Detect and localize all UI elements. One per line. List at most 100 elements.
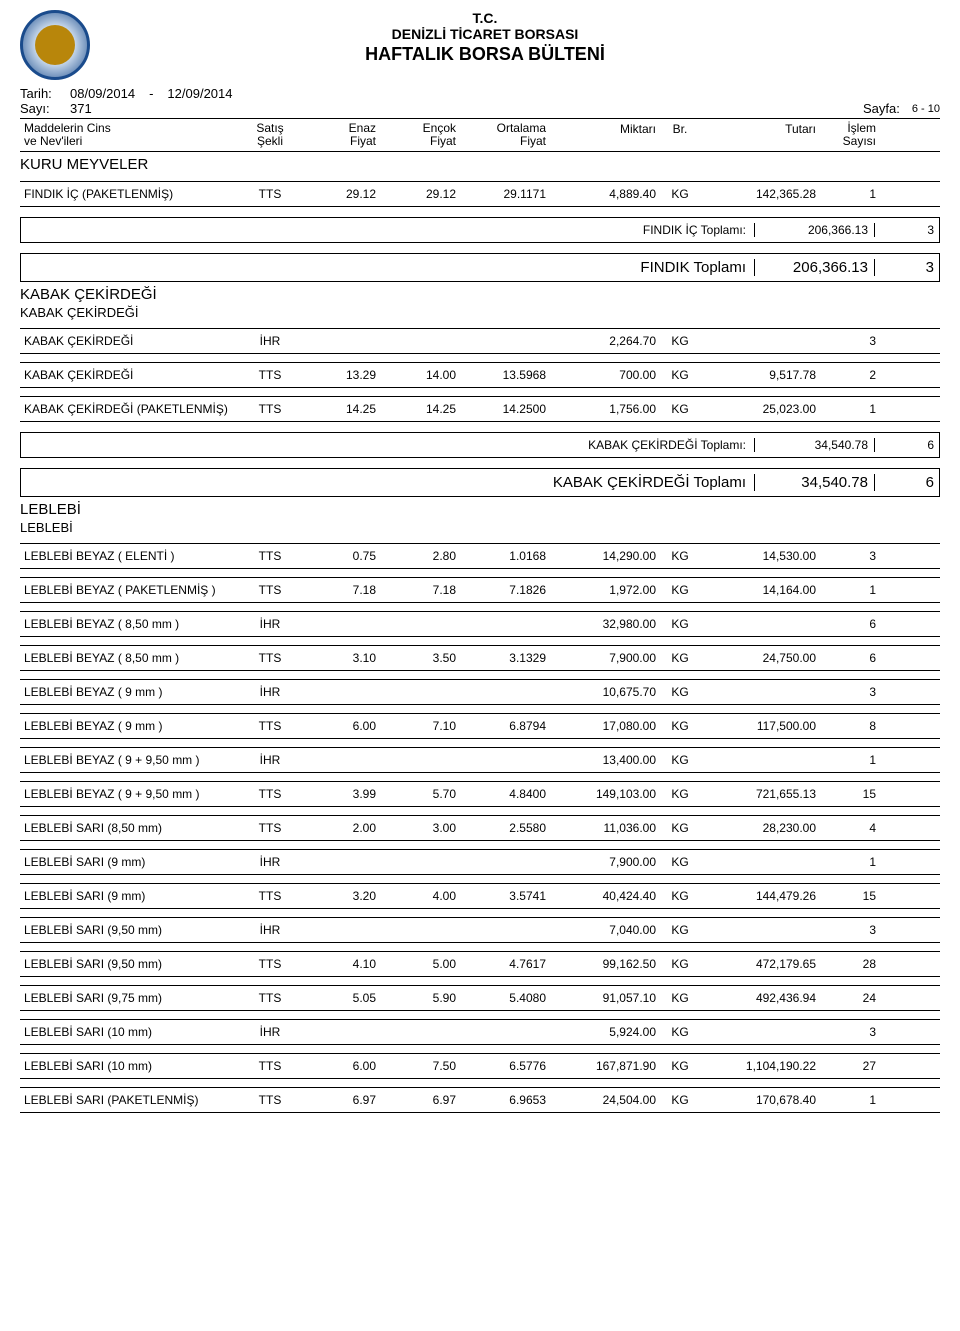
- cell-ort: 6.8794: [460, 719, 550, 733]
- cell-br: KG: [660, 719, 700, 733]
- cell-tutar: 142,365.28: [700, 187, 820, 201]
- cell-sekli: İHR: [240, 334, 300, 348]
- section-heading-1: LEBLEBİ: [20, 501, 940, 518]
- table-row: LEBLEBİ BEYAZ ( 9 + 9,50 mm )İHR13,400.0…: [20, 747, 940, 773]
- cell-encok: [380, 334, 460, 348]
- table-row: LEBLEBİ BEYAZ ( 9 + 9,50 mm )TTS3.995.70…: [20, 781, 940, 807]
- cell-br: KG: [660, 368, 700, 382]
- cell-encok: 2.80: [380, 549, 460, 563]
- cell-enaz: 29.12: [300, 187, 380, 201]
- cell-enaz: 7.18: [300, 583, 380, 597]
- cell-miktar: 167,871.90: [550, 1059, 660, 1073]
- cell-enaz: [300, 923, 380, 937]
- table-row: KABAK ÇEKİRDEĞİTTS13.2914.0013.5968700.0…: [20, 362, 940, 388]
- cell-name: LEBLEBİ BEYAZ ( 8,50 mm ): [20, 617, 240, 631]
- cell-miktar: 7,040.00: [550, 923, 660, 937]
- cell-enaz: [300, 855, 380, 869]
- cell-islem: 3: [820, 334, 880, 348]
- cell-sekli: TTS: [240, 991, 300, 1005]
- subtotal-count: 6: [874, 438, 934, 452]
- cell-sekli: TTS: [240, 651, 300, 665]
- subtotal-value: 206,366.13: [754, 223, 874, 237]
- cell-encok: [380, 753, 460, 767]
- cell-tutar: 28,230.00: [700, 821, 820, 835]
- table-row: LEBLEBİ SARI (PAKETLENMİŞ)TTS6.976.976.9…: [20, 1087, 940, 1113]
- section-heading-2: KABAK ÇEKİRDEĞİ: [20, 305, 940, 320]
- cell-name: LEBLEBİ SARI (9 mm): [20, 855, 240, 869]
- cell-ort: [460, 923, 550, 937]
- cell-islem: 1: [820, 402, 880, 416]
- col-islem-2: Sayısı: [824, 135, 876, 148]
- cell-br: KG: [660, 402, 700, 416]
- cell-tutar: 14,164.00: [700, 583, 820, 597]
- cell-tutar: 14,530.00: [700, 549, 820, 563]
- cell-tutar: [700, 617, 820, 631]
- table-row: LEBLEBİ BEYAZ ( 9 mm )İHR10,675.70KG3: [20, 679, 940, 705]
- cell-name: FINDIK İÇ (PAKETLENMİŞ): [20, 187, 240, 201]
- cell-ort: 6.5776: [460, 1059, 550, 1073]
- cell-encok: 3.00: [380, 821, 460, 835]
- total-row: KABAK ÇEKİRDEĞİ Toplamı34,540.786: [20, 468, 940, 497]
- cell-name: LEBLEBİ BEYAZ ( 9 + 9,50 mm ): [20, 753, 240, 767]
- cell-name: KABAK ÇEKİRDEĞİ: [20, 368, 240, 382]
- subtotal-label: FINDIK İÇ Toplamı:: [26, 223, 754, 237]
- cell-encok: 6.97: [380, 1093, 460, 1107]
- cell-islem: 3: [820, 923, 880, 937]
- cell-sekli: İHR: [240, 1025, 300, 1039]
- cell-name: LEBLEBİ SARI (8,50 mm): [20, 821, 240, 835]
- cell-tutar: 492,436.94: [700, 991, 820, 1005]
- total-count: 3: [874, 259, 934, 276]
- cell-enaz: 3.20: [300, 889, 380, 903]
- tarih-sep: -: [149, 86, 153, 101]
- cell-miktar: 7,900.00: [550, 855, 660, 869]
- cell-name: LEBLEBİ BEYAZ ( 8,50 mm ): [20, 651, 240, 665]
- tarih2-value: 12/09/2014: [167, 86, 232, 101]
- table-row: LEBLEBİ SARI (10 mm)TTS6.007.506.5776167…: [20, 1053, 940, 1079]
- table-row: FINDIK İÇ (PAKETLENMİŞ)TTS29.1229.1229.1…: [20, 181, 940, 207]
- cell-sekli: TTS: [240, 1059, 300, 1073]
- cell-br: KG: [660, 855, 700, 869]
- cell-enaz: 14.25: [300, 402, 380, 416]
- cell-sekli: TTS: [240, 402, 300, 416]
- cell-encok: 29.12: [380, 187, 460, 201]
- cell-miktar: 24,504.00: [550, 1093, 660, 1107]
- cell-br: KG: [660, 685, 700, 699]
- table-row: LEBLEBİ SARI (8,50 mm)TTS2.003.002.55801…: [20, 815, 940, 841]
- cell-enaz: 4.10: [300, 957, 380, 971]
- document-header: T.C. DENİZLİ TİCARET BORSASI HAFTALIK BO…: [20, 10, 940, 80]
- cell-ort: 5.4080: [460, 991, 550, 1005]
- tarih-label: Tarih:: [20, 86, 70, 101]
- table-row: LEBLEBİ SARI (9,75 mm)TTS5.055.905.40809…: [20, 985, 940, 1011]
- cell-sekli: TTS: [240, 719, 300, 733]
- cell-br: KG: [660, 651, 700, 665]
- cell-encok: [380, 685, 460, 699]
- cell-miktar: 7,900.00: [550, 651, 660, 665]
- cell-ort: [460, 855, 550, 869]
- cell-br: KG: [660, 787, 700, 801]
- cell-enaz: 6.00: [300, 1059, 380, 1073]
- cell-islem: 15: [820, 787, 880, 801]
- cell-ort: 4.7617: [460, 957, 550, 971]
- cell-sekli: İHR: [240, 685, 300, 699]
- cell-islem: 1: [820, 855, 880, 869]
- cell-sekli: TTS: [240, 368, 300, 382]
- cell-ort: 6.9653: [460, 1093, 550, 1107]
- cell-tutar: [700, 855, 820, 869]
- col-tutar: Tutarı: [785, 122, 816, 136]
- cell-br: KG: [660, 617, 700, 631]
- cell-br: KG: [660, 753, 700, 767]
- cell-tutar: 24,750.00: [700, 651, 820, 665]
- cell-enaz: [300, 617, 380, 631]
- cell-tutar: 472,179.65: [700, 957, 820, 971]
- cell-miktar: 2,264.70: [550, 334, 660, 348]
- cell-islem: 1: [820, 187, 880, 201]
- cell-islem: 1: [820, 753, 880, 767]
- col-ort-2: Fiyat: [464, 135, 546, 148]
- cell-sekli: İHR: [240, 855, 300, 869]
- cell-miktar: 32,980.00: [550, 617, 660, 631]
- total-value: 34,540.78: [754, 474, 874, 491]
- table-row: LEBLEBİ SARI (9 mm)İHR 7,900.00KG 1: [20, 849, 940, 875]
- cell-islem: 15: [820, 889, 880, 903]
- cell-islem: 27: [820, 1059, 880, 1073]
- cell-encok: 14.25: [380, 402, 460, 416]
